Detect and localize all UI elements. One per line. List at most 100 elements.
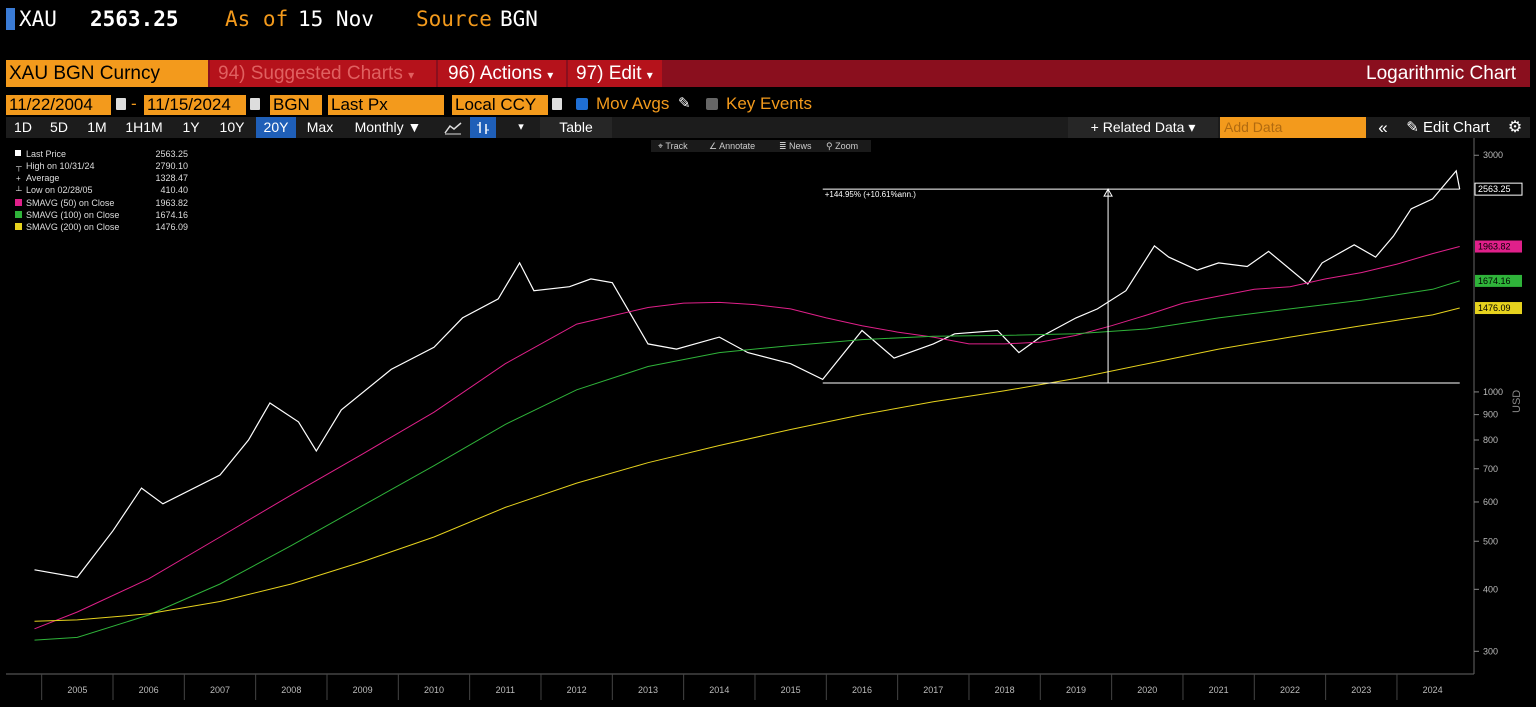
chart-legend: Last Price 2563.25 ┬ High on 10/31/24 27… [10, 148, 196, 238]
axis-value-tags: 2563.25 1963.82 1674.16 1476.09 [1474, 182, 1523, 315]
high-marker-icon: ┬ [15, 162, 22, 172]
legend-value: 1328.47 [155, 173, 188, 183]
legend-label: High on 10/31/24 [26, 161, 95, 171]
annotation-arrow-head [1103, 188, 1113, 197]
mov-avgs-checkbox[interactable] [576, 98, 588, 110]
currency-selector[interactable]: Local CCY [452, 95, 548, 115]
legend-label: Average [26, 173, 59, 183]
x-tick-label: 2018 [995, 685, 1015, 695]
chevron-down-icon: ▾ [547, 68, 554, 82]
chevron-down-icon[interactable]: ▾ [518, 121, 524, 133]
y-tick-label: 300 [1483, 646, 1498, 656]
line-chart-icon[interactable] [440, 117, 466, 138]
y-tick-label: 800 [1483, 435, 1498, 445]
start-date-field[interactable]: 11/22/2004 [6, 95, 111, 115]
x-tick-label: 2012 [567, 685, 587, 695]
y-tick-label: 900 [1483, 410, 1498, 420]
edit-menu[interactable]: 97) Edit ▾ [568, 60, 662, 87]
zoom-tool[interactable]: ⚲ Zoom [826, 141, 858, 151]
calendar-icon[interactable] [250, 98, 260, 110]
x-tick-label: 2017 [923, 685, 943, 695]
key-events-checkbox[interactable] [706, 98, 718, 110]
bar-chart-icon[interactable] [470, 117, 496, 138]
legend-value: 2563.25 [155, 149, 188, 159]
axis-tag-box [1475, 302, 1522, 315]
period-5d[interactable]: 5D [50, 119, 68, 135]
chevron-down-icon: ▾ [408, 68, 415, 82]
y-tick-label: 1000 [1483, 387, 1503, 397]
y-tick-label: 700 [1483, 464, 1498, 474]
y-tick-label: 600 [1483, 497, 1498, 507]
y-axis-ticks: 300 400 500 600 700 800 900 1000 3000 [1474, 150, 1503, 656]
x-tick-label: 2011 [496, 685, 515, 695]
collapse-icon[interactable]: « [1378, 118, 1388, 137]
actions-label: 96) Actions [448, 63, 542, 84]
x-tick-label: 2008 [281, 685, 301, 695]
table-button[interactable]: Table [540, 117, 612, 138]
y-tick-label: 400 [1483, 584, 1498, 594]
title-bar: XAU 2563.25 As of 15 Nov Source BGN [0, 0, 1536, 38]
edit-label: 97) Edit [576, 63, 642, 84]
series-line-sma50 [34, 246, 1460, 630]
x-tick-label: 2024 [1423, 685, 1443, 695]
track-tool[interactable]: ⌖ Track [658, 141, 688, 151]
legend-label: SMAVG (50) on Close [26, 198, 114, 208]
price-chart[interactable]: ⌖ Track ∠ Annotate ≣ News ⚲ Zoom 300 400 5… [6, 138, 1530, 700]
as-of-date: 15 Nov [298, 7, 374, 31]
news-tool[interactable]: ≣ News [779, 141, 812, 151]
source-field[interactable]: BGN [270, 95, 322, 115]
chart-kind-label: Logarithmic Chart [1366, 63, 1516, 84]
chevron-down-icon: ▾ [646, 68, 653, 82]
period-1m[interactable]: 1M [87, 119, 107, 135]
edit-chart-button[interactable]: ✎ Edit Chart [1406, 119, 1490, 136]
y-axis-unit-label: USD [1511, 390, 1523, 413]
add-data-input[interactable]: Add Data [1220, 117, 1366, 138]
chart-series [34, 169, 1461, 641]
mov-avgs-label: Mov Avgs [596, 94, 670, 113]
legend-value: 1476.09 [155, 222, 188, 232]
key-events-label: Key Events [726, 94, 812, 113]
axis-tag-box [1475, 240, 1522, 253]
ticker-marker [6, 8, 15, 30]
period-1d[interactable]: 1D [14, 119, 32, 135]
period-10y[interactable]: 10Y [219, 119, 245, 135]
ticker: XAU [19, 7, 57, 31]
source-value: BGN [500, 7, 538, 31]
calendar-icon[interactable] [116, 98, 126, 110]
legend-swatch-sma200 [15, 223, 22, 230]
axis-tag-label: 2563.25 [1478, 184, 1511, 194]
pencil-icon[interactable]: ✎ [678, 95, 691, 112]
chevron-down-icon[interactable] [552, 98, 562, 110]
x-tick-label: 2015 [781, 685, 801, 695]
x-tick-label: 2007 [210, 685, 230, 695]
suggested-charts-menu[interactable]: 94) Suggested Charts ▾ [210, 60, 436, 87]
legend-swatch-sma50 [15, 199, 22, 206]
frequency-selector[interactable]: Monthly ▼ [354, 119, 422, 135]
period-20y[interactable]: 20Y [256, 117, 296, 138]
x-tick-label: 2014 [709, 685, 729, 695]
actions-menu[interactable]: 96) Actions ▾ [438, 60, 566, 87]
period-toolbar: 1D 5D 1M 1H1M 1Y 10Y 20Y Max Monthly ▼ ▾… [6, 117, 1530, 138]
annotate-tool[interactable]: ∠ Annotate [709, 141, 755, 151]
legend-label: Low on 02/28/05 [26, 185, 93, 195]
period-max[interactable]: Max [306, 119, 334, 135]
x-tick-label: 2005 [67, 685, 87, 695]
security-field[interactable]: XAU BGN Curncy [6, 60, 208, 87]
gear-icon[interactable]: ⚙ [1507, 119, 1523, 136]
legend-value: 410.40 [160, 185, 188, 195]
x-tick-label: 2013 [638, 685, 658, 695]
x-tick-label: 2021 [1209, 685, 1229, 695]
axis-tag-box [1475, 274, 1522, 287]
legend-label: Last Price [26, 149, 66, 159]
x-tick-label: 2009 [353, 685, 373, 695]
as-of-label: As of [225, 7, 289, 31]
field-selector[interactable]: Last Px [328, 95, 444, 115]
period-1h1m[interactable]: 1H1M [125, 119, 163, 135]
x-tick-label: 2019 [1066, 685, 1086, 695]
legend-swatch-sma100 [15, 211, 22, 218]
y-tick-label: 3000 [1483, 150, 1503, 160]
period-1y[interactable]: 1Y [182, 119, 200, 135]
date-range-dash: - [131, 94, 137, 113]
end-date-field[interactable]: 11/15/2024 [144, 95, 246, 115]
related-data-button[interactable]: + Related Data ▾ [1068, 117, 1218, 138]
